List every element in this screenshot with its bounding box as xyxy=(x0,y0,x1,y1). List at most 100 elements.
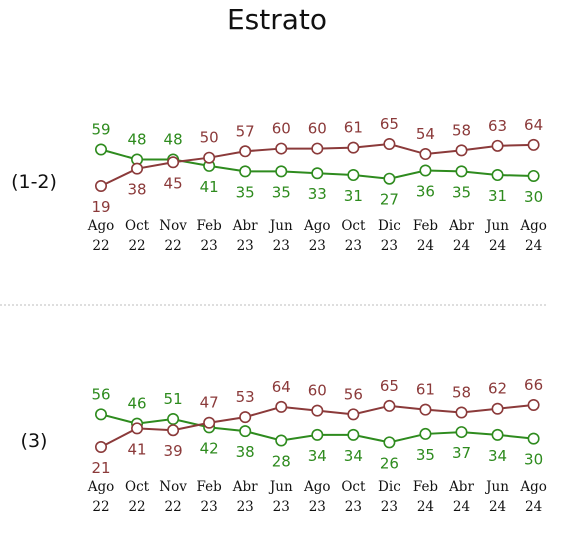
data-point-red xyxy=(347,408,360,421)
data-point-red xyxy=(275,142,288,155)
x-tick-month: Dic xyxy=(378,479,401,495)
data-label-red: 66 xyxy=(524,376,543,394)
x-tick-year: 23 xyxy=(309,499,326,515)
data-label-green: 27 xyxy=(380,191,399,209)
data-point-green xyxy=(527,169,540,182)
x-tick-year: 22 xyxy=(92,238,109,254)
data-point-green xyxy=(455,426,468,439)
x-tick-year: 23 xyxy=(309,238,326,254)
data-label-green: 35 xyxy=(452,183,471,201)
panel-label: (1-2) xyxy=(11,171,57,193)
x-tick-month: Feb xyxy=(413,479,438,495)
x-tick-month: Ago xyxy=(87,218,115,234)
data-label-green: 30 xyxy=(524,188,543,206)
data-point-green xyxy=(239,425,252,438)
data-point-red xyxy=(347,141,360,154)
x-tick-month: Feb xyxy=(197,479,222,495)
data-label-red: 64 xyxy=(272,378,291,396)
data-point-green xyxy=(311,428,324,441)
data-label-red: 50 xyxy=(200,129,219,147)
chart-title: Estrato xyxy=(227,3,327,36)
data-point-green xyxy=(347,428,360,441)
data-label-red: 61 xyxy=(416,381,435,399)
data-point-red xyxy=(131,162,144,175)
x-tick-year: 23 xyxy=(273,238,290,254)
data-point-red xyxy=(203,416,216,429)
data-point-green xyxy=(167,412,180,425)
data-label-red: 62 xyxy=(488,380,507,398)
data-point-green xyxy=(455,165,468,178)
data-label-green: 42 xyxy=(200,439,219,457)
x-tick-month: Nov xyxy=(159,479,187,495)
data-point-green xyxy=(347,169,360,182)
data-label-green: 35 xyxy=(272,183,291,201)
data-label-green: 41 xyxy=(200,178,219,196)
data-label-green: 34 xyxy=(308,447,327,465)
x-tick-year: 22 xyxy=(165,238,182,254)
data-label-red: 60 xyxy=(272,120,291,138)
x-tick-month: Ago xyxy=(519,218,547,234)
data-point-green xyxy=(95,408,108,421)
x-tick-month: Dic xyxy=(378,218,401,234)
data-label-green: 46 xyxy=(128,395,147,413)
x-tick-year: 22 xyxy=(128,238,145,254)
data-label-red: 61 xyxy=(344,119,363,137)
data-label-green: 36 xyxy=(416,182,435,200)
x-tick-month: Jun xyxy=(268,218,293,234)
data-label-green: 30 xyxy=(524,451,543,469)
data-point-green xyxy=(491,169,504,182)
data-label-red: 21 xyxy=(91,459,110,477)
data-point-red xyxy=(95,440,108,453)
data-label-red: 47 xyxy=(200,394,219,412)
x-tick-year: 22 xyxy=(128,499,145,515)
data-label-red: 57 xyxy=(236,122,255,140)
data-label-green: 48 xyxy=(164,131,183,149)
x-tick-month: Jun xyxy=(484,218,509,234)
data-point-red xyxy=(239,411,252,424)
x-tick-year: 23 xyxy=(345,238,362,254)
data-label-red: 65 xyxy=(380,377,399,395)
x-tick-month: Abr xyxy=(448,479,474,495)
data-label-green: 34 xyxy=(344,447,363,465)
x-tick-year: 24 xyxy=(417,238,434,254)
data-label-green: 33 xyxy=(308,185,327,203)
data-label-red: 64 xyxy=(524,116,543,134)
x-tick-year: 23 xyxy=(237,499,254,515)
x-tick-year: 24 xyxy=(489,499,506,515)
data-label-red: 65 xyxy=(380,115,399,133)
data-point-green xyxy=(491,428,504,441)
data-label-green: 28 xyxy=(272,452,291,470)
data-label-green: 34 xyxy=(488,447,507,465)
data-point-red xyxy=(383,138,396,151)
data-label-green: 59 xyxy=(91,120,110,138)
x-tick-year: 23 xyxy=(201,238,218,254)
data-label-red: 45 xyxy=(164,174,183,192)
data-point-green xyxy=(419,427,432,440)
x-tick-year: 24 xyxy=(525,238,542,254)
data-label-green: 35 xyxy=(416,446,435,464)
data-label-red: 58 xyxy=(452,383,471,401)
x-tick-year: 24 xyxy=(453,499,470,515)
data-label-red: 38 xyxy=(128,181,147,199)
data-point-red xyxy=(311,142,324,155)
data-point-green xyxy=(383,172,396,185)
x-tick-year: 22 xyxy=(92,499,109,515)
x-tick-year: 22 xyxy=(165,499,182,515)
data-label-green: 35 xyxy=(236,183,255,201)
data-point-red xyxy=(311,404,324,417)
data-point-red xyxy=(167,424,180,437)
data-label-green: 56 xyxy=(91,385,110,403)
panel-1: (1-2) Ago 22 Oct 22 Nov 22 Feb 23 Abr 23 Jun 23 Ago 23… xyxy=(11,115,547,254)
x-tick-month: Abr xyxy=(232,218,258,234)
data-point-green xyxy=(275,434,288,447)
data-point-red xyxy=(239,145,252,158)
data-point-red xyxy=(419,403,432,416)
data-label-red: 63 xyxy=(488,117,507,135)
panel-label: (3) xyxy=(21,430,48,452)
data-point-red xyxy=(275,400,288,413)
data-label-red: 39 xyxy=(164,442,183,460)
data-point-red xyxy=(383,399,396,412)
x-tick-year: 23 xyxy=(201,499,218,515)
x-tick-month: Abr xyxy=(448,218,474,234)
